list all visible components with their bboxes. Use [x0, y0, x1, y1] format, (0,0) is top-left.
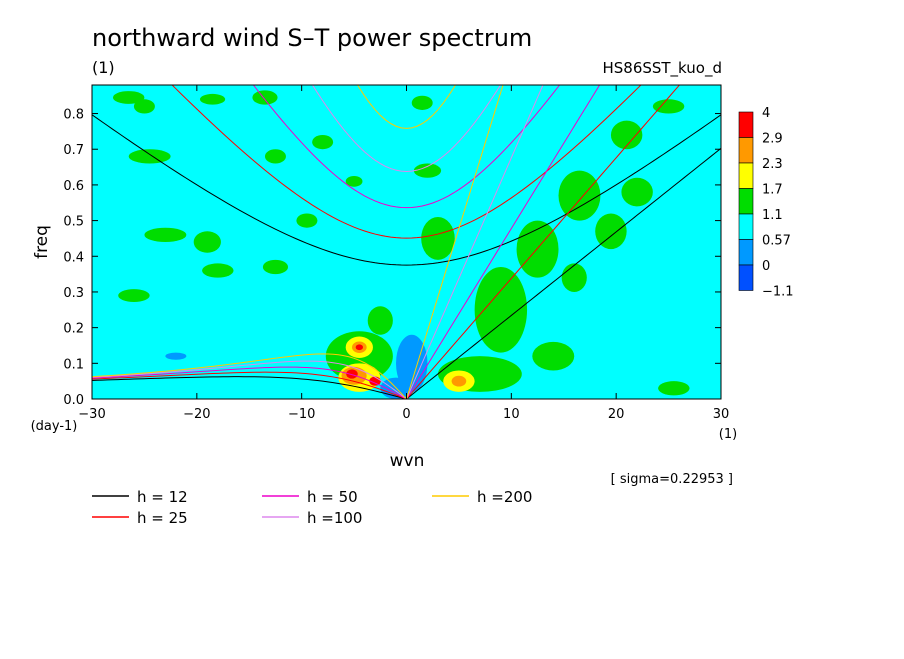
power-region-green: [202, 263, 234, 278]
power-region-green: [558, 170, 601, 221]
x-unit-label: (1): [719, 427, 737, 442]
power-region-orange: [451, 375, 467, 387]
kelvin-curve-h100: [406, 85, 544, 399]
plot-area: [92, 85, 721, 399]
power-region-green: [411, 95, 433, 110]
y-tick-label: 0.7: [63, 143, 84, 158]
rossby-curve-h100: [92, 360, 407, 399]
legend-label: h =100: [307, 509, 362, 527]
y-tick-label: 0.1: [63, 357, 84, 372]
gravity-curve-h12: [92, 114, 721, 266]
legend-label: h = 12: [137, 488, 188, 506]
power-region-green: [112, 91, 145, 104]
power-region-green: [621, 177, 653, 207]
y-tick-label: 0.5: [63, 215, 84, 230]
power-region-green: [658, 381, 690, 396]
x-tick-label: 30: [713, 407, 730, 422]
power-region-green: [118, 289, 150, 302]
power-region-green: [262, 259, 289, 275]
low-power-region: [165, 352, 187, 360]
rossby-curve-h50: [92, 366, 407, 399]
y-tick-label: 0.3: [63, 286, 84, 301]
y-tick-label: 0.2: [63, 322, 84, 337]
power-region-red: [346, 369, 358, 379]
y-axis: 0.0 0.1 0.2 0.3 0.4 0.5 0.6 0.7 0.8: [63, 108, 721, 408]
power-region-green: [367, 306, 393, 335]
colorbar-swatch: [738, 162, 754, 189]
gravity-curve-h25: [171, 85, 642, 239]
units-label: (1): [92, 58, 115, 77]
chart-title: northward wind S–T power spectrum: [92, 24, 532, 52]
power-region-green: [516, 220, 559, 278]
kelvin-curve-h200: [406, 85, 504, 399]
colorbar-swatch: [738, 264, 754, 291]
colorbar-label: 1.1: [762, 208, 783, 223]
power-region-green: [133, 99, 155, 114]
colorbar-label: −1.1: [762, 285, 794, 300]
kelvin-curve-h25: [406, 85, 681, 399]
power-region-green: [595, 213, 627, 250]
gravity-curve-h50: [252, 85, 561, 209]
colorbar-swatch: [738, 188, 754, 215]
power-region-green: [252, 90, 278, 105]
power-region-green: [312, 134, 334, 150]
y-tick-label: 0.8: [63, 108, 84, 123]
power-region-green: [474, 266, 528, 353]
x-tick-label: 20: [608, 407, 625, 422]
legend-label: h = 50: [307, 488, 358, 506]
colorbar-label: 4: [762, 106, 770, 121]
colorbar-label: 2.3: [762, 157, 783, 172]
gravity-curve-h200: [357, 85, 456, 129]
power-region-green: [413, 163, 442, 178]
x-tick-label: −10: [288, 407, 315, 422]
power-region-green: [610, 120, 643, 150]
power-region-green: [561, 263, 587, 292]
colorbar-label: 0.57: [762, 234, 791, 249]
x-tick-label: 0: [402, 407, 410, 422]
power-region-red: [355, 344, 363, 351]
colorbar-label: 0: [762, 259, 770, 274]
legend-label: h =200: [477, 488, 532, 506]
power-region-green: [421, 217, 455, 260]
colorbar-swatch: [738, 111, 754, 138]
y-axis-label: freq: [32, 225, 52, 259]
colorbar-label: 1.7: [762, 183, 783, 198]
power-region-green: [532, 341, 575, 371]
legend-label: h = 25: [137, 509, 188, 527]
y-tick-label: 0.4: [63, 250, 84, 265]
power-region-green: [345, 175, 363, 187]
kelvin-curve-h50: [406, 85, 601, 399]
rossby-curve-h25: [92, 371, 407, 399]
legend: h = 12 h = 25 h = 50 h =100 h =200: [92, 488, 532, 527]
x-tick-label: −30: [78, 407, 105, 422]
x-axis: −30 −20 −10 0 10 20 30: [78, 85, 729, 422]
x-axis-label: wvn: [390, 451, 425, 471]
power-region-green: [144, 227, 187, 242]
dispersion-curves: [92, 85, 721, 399]
colorbar-label: 2.9: [762, 132, 783, 147]
y-unit-label: (day-1): [31, 419, 78, 434]
power-region-green: [193, 231, 221, 253]
run-id-label: HS86SST_kuo_d: [602, 59, 722, 78]
colorbar-swatch: [738, 239, 754, 266]
colorbar-swatch: [738, 213, 754, 240]
power-region-green: [128, 149, 171, 164]
x-tick-label: 10: [503, 407, 520, 422]
colorbar-swatch: [738, 137, 754, 164]
power-region-green: [296, 213, 318, 228]
y-tick-label: 0.6: [63, 179, 84, 194]
x-tick-label: −20: [183, 407, 210, 422]
sigma-note: [ sigma=0.22953 ]: [611, 472, 733, 487]
rossby-curve-h200: [92, 353, 407, 399]
gravity-curve-h100: [311, 85, 502, 172]
rossby-curve-h12: [92, 376, 407, 399]
power-region-green: [264, 149, 286, 164]
kelvin-curve-h12: [406, 147, 721, 399]
y-tick-label: 0.0: [63, 393, 84, 408]
power-region-green: [652, 99, 685, 114]
power-region-green: [199, 93, 226, 105]
colorbar: 4 2.9 2.3 1.7 1.1 0.57 0 −1.1: [738, 106, 794, 300]
